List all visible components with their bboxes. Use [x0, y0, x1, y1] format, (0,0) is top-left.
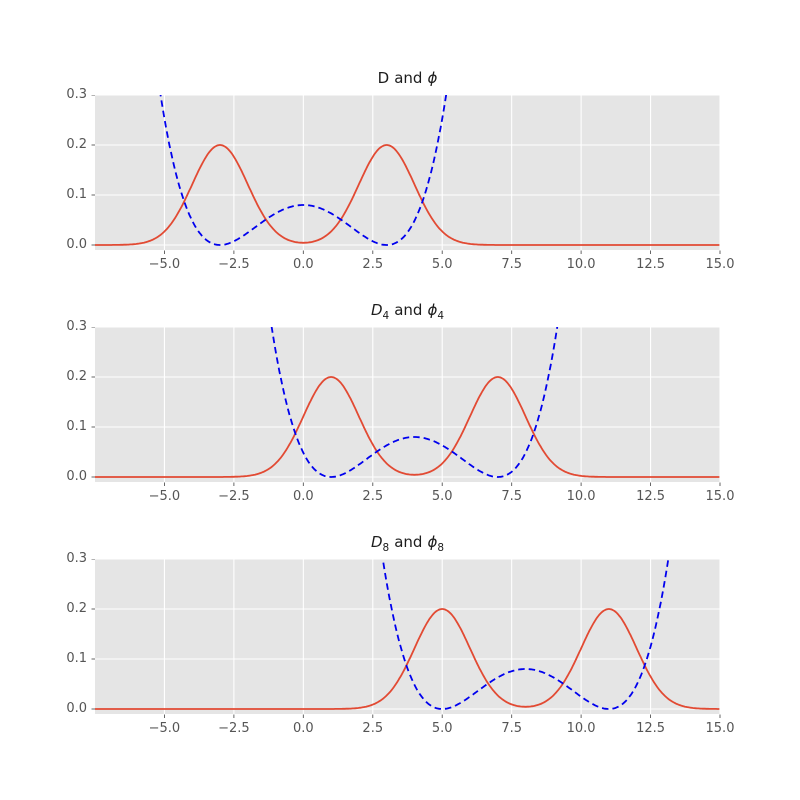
x-axis-tick-label: 0.0 [292, 257, 314, 272]
series-line-ϕ4 [270, 327, 559, 478]
panel-background [95, 95, 720, 250]
title-d-part: D [378, 69, 390, 87]
x-axis-tick-label: 12.5 [636, 721, 666, 736]
plot-panel-3 [91, 559, 721, 718]
x-axis-tick-label: −2.5 [218, 257, 250, 272]
title-d-part: D4 [370, 301, 390, 322]
title-d-base: D [377, 69, 390, 87]
x-axis-tick-label: 5.0 [431, 257, 453, 272]
title-d-part: D8 [370, 533, 390, 554]
y-axis-tick-label: 0.3 [66, 87, 87, 102]
x-axis-tick-label: 0.0 [292, 489, 314, 504]
x-axis-tick-label: 10.0 [566, 721, 596, 736]
x-axis-tick-label: 7.5 [501, 257, 522, 272]
series-line-D8 [95, 608, 720, 710]
x-axis-tick-label: 15.0 [705, 257, 735, 272]
series-line-ϕ8 [381, 559, 670, 710]
y-axis-tick-label: 0.0 [66, 701, 87, 716]
series-line-D [95, 144, 720, 246]
x-axis-tick-label: 7.5 [501, 489, 522, 504]
x-axis-tick-label: −2.5 [218, 489, 250, 504]
series-line-D4 [95, 376, 720, 478]
y-axis-tick-label: 0.3 [66, 319, 87, 334]
y-axis-tick-label: 0.1 [66, 187, 87, 202]
plot-panel-2 [91, 327, 721, 486]
y-axis-tick-label: 0.0 [66, 469, 87, 484]
x-axis-tick-label: −2.5 [218, 721, 250, 736]
title-d-subscript: 4 [382, 310, 390, 322]
title-phi-base: ϕ [427, 533, 438, 551]
x-axis-tick-label: 0.0 [292, 721, 314, 736]
x-axis-tick-label: 12.5 [636, 257, 666, 272]
title-phi-base: ϕ [427, 69, 438, 87]
title-d-subscript: 8 [382, 542, 390, 554]
plot-title: D8 and ϕ8 [95, 531, 720, 553]
x-axis-tick-label: 2.5 [362, 489, 384, 504]
y-axis-tick-label: 0.2 [66, 601, 87, 616]
title-and-word: and [394, 69, 423, 87]
y-axis-tick-label: 0.0 [66, 237, 87, 252]
title-d-base: D [370, 301, 383, 319]
x-axis-tick-label: 12.5 [636, 489, 666, 504]
title-and-word: and [394, 533, 423, 551]
x-axis-tick-label: 10.0 [566, 489, 596, 504]
plot-title: D4 and ϕ4 [95, 299, 720, 321]
title-phi-part: ϕ [427, 69, 437, 87]
x-axis-tick-label: 2.5 [362, 721, 384, 736]
title-phi-part: ϕ4 [427, 301, 445, 322]
x-axis-tick-label: 2.5 [362, 257, 384, 272]
panel-background [95, 559, 720, 714]
x-axis-tick-label: 15.0 [705, 489, 735, 504]
y-axis-tick-label: 0.2 [66, 369, 87, 384]
plot-panel-1 [91, 95, 721, 254]
x-axis-tick-label: 10.0 [566, 257, 596, 272]
title-phi-part: ϕ8 [427, 533, 445, 554]
title-phi-subscript: 4 [437, 310, 445, 322]
y-axis-tick-label: 0.1 [66, 651, 87, 666]
title-d-base: D [370, 533, 383, 551]
x-axis-tick-label: 15.0 [705, 721, 735, 736]
title-and-word: and [394, 301, 423, 319]
y-axis-tick-label: 0.3 [66, 551, 87, 566]
title-phi-subscript: 8 [437, 542, 445, 554]
x-axis-tick-label: −5.0 [148, 721, 181, 736]
y-axis-tick-label: 0.2 [66, 137, 87, 152]
x-axis-tick-label: −5.0 [148, 257, 181, 272]
x-axis-tick-label: 5.0 [431, 489, 453, 504]
y-axis-tick-label: 0.1 [66, 419, 87, 434]
x-axis-tick-label: −5.0 [148, 489, 181, 504]
x-axis-tick-label: 7.5 [501, 721, 522, 736]
panel-background [95, 327, 720, 482]
series-line-ϕ [159, 95, 448, 246]
x-axis-tick-label: 5.0 [431, 721, 453, 736]
title-phi-base: ϕ [427, 301, 438, 319]
